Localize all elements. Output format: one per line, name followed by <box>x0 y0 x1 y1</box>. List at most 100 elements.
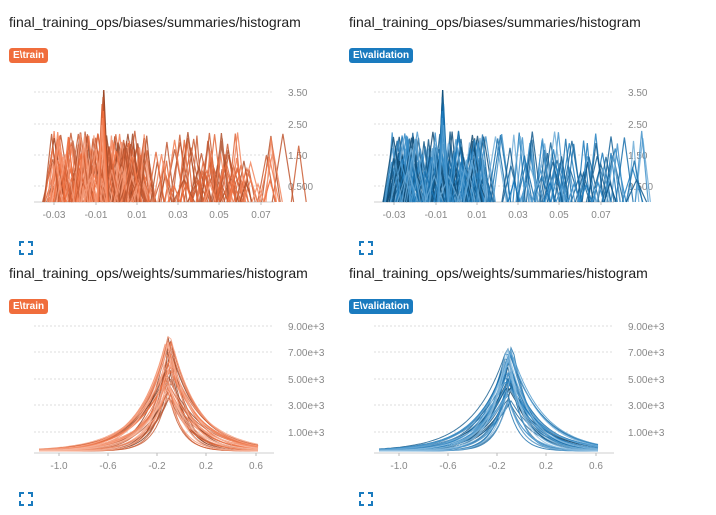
x-tick-label: -0.6 <box>439 461 457 472</box>
y-tick-label: 1.50 <box>288 151 308 162</box>
y-tick-label: 7.00e+3 <box>628 348 665 359</box>
histogram-series <box>42 89 307 203</box>
x-tick-label: -1.0 <box>390 461 408 472</box>
histogram-line <box>172 132 252 203</box>
run-badge: E\train <box>9 48 49 63</box>
y-tick-label: 5.00e+3 <box>628 375 665 386</box>
histogram-line <box>379 347 599 452</box>
histogram-line <box>475 134 643 203</box>
x-tick-label: 0.6 <box>589 461 603 472</box>
y-tick-label: 5.00e+3 <box>288 375 325 386</box>
histogram-line <box>215 183 229 203</box>
x-tick-label: -0.03 <box>383 210 406 221</box>
x-tick-label: 0.03 <box>508 210 528 221</box>
histogram-line <box>378 389 599 451</box>
histogram-line <box>512 132 618 203</box>
histogram-line <box>591 180 605 203</box>
histogram-line <box>501 131 648 203</box>
card-title: final_training_ops/weights/summaries/his… <box>9 265 308 281</box>
x-tick-label: 0.2 <box>199 461 213 472</box>
histogram-line <box>38 335 259 451</box>
histogram-card: final_training_ops/biases/summaries/hist… <box>9 14 349 264</box>
histogram-line <box>39 376 258 452</box>
histogram-line <box>378 365 599 452</box>
histogram-line <box>191 179 205 203</box>
histogram-line <box>227 180 241 203</box>
x-tick-label: 0.6 <box>249 461 263 472</box>
y-tick-label: 3.50 <box>288 88 308 99</box>
y-tick-label: 2.50 <box>288 120 308 131</box>
y-tick-label: 2.50 <box>628 120 648 131</box>
histogram-card: final_training_ops/weights/summaries/his… <box>349 265 689 515</box>
fullscreen-icon[interactable] <box>19 492 33 506</box>
x-tick-label: -0.01 <box>425 210 448 221</box>
card-title: final_training_ops/weights/summaries/his… <box>349 265 648 281</box>
y-tick-label: 0.500 <box>628 182 653 193</box>
histogram-line <box>378 349 599 452</box>
fullscreen-icon[interactable] <box>359 492 373 506</box>
y-tick-label: 3.50 <box>628 88 648 99</box>
histogram-line <box>555 184 569 203</box>
y-tick-label: 1.50 <box>628 151 648 162</box>
histogram-line <box>507 179 521 203</box>
histogram-line <box>263 178 277 203</box>
histogram-line <box>437 124 450 203</box>
histogram-line <box>567 182 581 203</box>
histogram-line <box>38 383 259 452</box>
x-tick-label: 0.07 <box>591 210 611 221</box>
card-title: final_training_ops/biases/summaries/hist… <box>349 14 641 30</box>
histogram-series <box>378 346 599 452</box>
histogram-line <box>49 139 153 203</box>
histogram-card: final_training_ops/biases/summaries/hist… <box>349 14 689 264</box>
x-tick-label: -0.03 <box>43 210 66 221</box>
y-tick-label: 3.00e+3 <box>628 401 665 412</box>
histogram-line <box>153 132 283 203</box>
x-tick-label: -0.6 <box>99 461 117 472</box>
x-tick-label: 0.03 <box>168 210 188 221</box>
x-tick-label: -0.2 <box>148 461 166 472</box>
y-tick-label: 0.500 <box>288 182 313 193</box>
histogram-line <box>167 183 181 203</box>
y-tick-label: 3.00e+3 <box>288 401 325 412</box>
histogram-line <box>38 379 259 450</box>
histogram-line <box>531 178 545 203</box>
x-tick-label: -0.2 <box>488 461 506 472</box>
histogram-line <box>38 341 259 451</box>
histogram-line <box>603 181 617 203</box>
x-tick-label: 0.01 <box>127 210 147 221</box>
histogram-line <box>378 371 599 451</box>
y-tick-label: 1.00e+3 <box>628 428 665 439</box>
x-tick-label: 0.2 <box>539 461 553 472</box>
histogram-series <box>382 89 651 203</box>
x-tick-label: 0.05 <box>549 210 569 221</box>
fullscreen-icon[interactable] <box>19 241 33 255</box>
histogram-line <box>579 183 593 203</box>
histogram-plot: 3.50 2.50 1.50 0.500 -0.03 -0.01 0.01 0.03 0.05 0… <box>34 88 313 221</box>
x-tick-label: 0.07 <box>251 210 271 221</box>
histogram-line <box>378 351 599 451</box>
histogram-plot: 3.50 2.50 1.50 0.500 -0.03 -0.01 0.01 0.03 0.05 0… <box>374 88 653 221</box>
histogram-line <box>436 117 449 203</box>
x-tick-label: 0.01 <box>467 210 487 221</box>
x-tick-label: -0.01 <box>85 210 108 221</box>
histogram-line <box>519 181 533 203</box>
histogram-line <box>378 347 599 450</box>
histogram-plot: 9.00e+3 7.00e+3 5.00e+3 3.00e+3 1.00e+3 -1.0 -… <box>374 322 665 472</box>
run-badge: E\validation <box>349 299 414 314</box>
histogram-line <box>179 182 193 203</box>
x-tick-label: 0.05 <box>209 210 229 221</box>
run-badge: E\validation <box>349 48 414 63</box>
card-title: final_training_ops/biases/summaries/hist… <box>9 14 301 30</box>
histogram-line <box>251 182 265 203</box>
y-tick-label: 7.00e+3 <box>288 348 325 359</box>
run-badge: E\train <box>9 299 49 314</box>
histogram-line <box>239 180 253 203</box>
fullscreen-icon[interactable] <box>359 241 373 255</box>
histogram-line <box>147 134 249 203</box>
histogram-plot: 9.00e+3 7.00e+3 5.00e+3 3.00e+3 1.00e+3 -1.0 -… <box>34 322 325 472</box>
histogram-line <box>543 180 557 203</box>
histogram-line <box>96 124 108 203</box>
x-tick-label: -1.0 <box>50 461 68 472</box>
y-tick-label: 9.00e+3 <box>288 322 325 333</box>
y-tick-label: 9.00e+3 <box>628 322 665 333</box>
